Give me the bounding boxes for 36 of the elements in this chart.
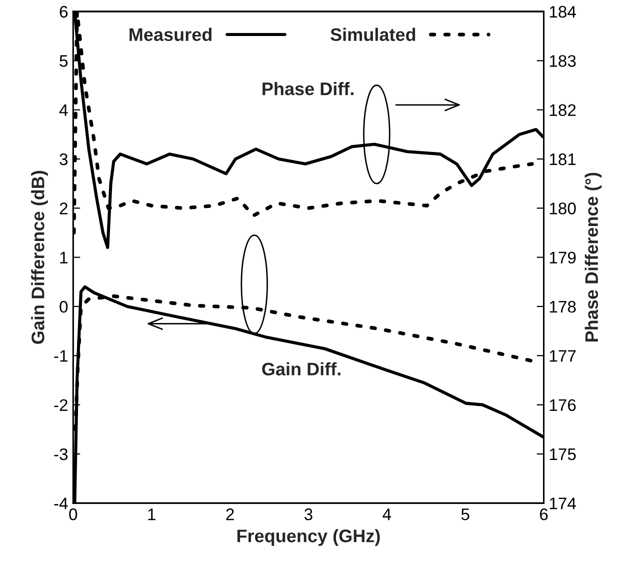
y-axis-title: Gain Difference (dB)	[31, 170, 48, 344]
y2-tick-label: 175	[550, 448, 576, 460]
legend-label: Measured	[130, 28, 212, 42]
annotation: Phase Diff.	[262, 82, 354, 96]
y-tick-label: -2	[54, 399, 68, 411]
y2-tick-label: 179	[550, 252, 576, 264]
y2-tick-label: 180	[550, 202, 576, 214]
x-tick-label: 6	[540, 508, 548, 520]
y2-tick-label: 177	[550, 350, 576, 362]
y-tick-label: 4	[59, 104, 68, 116]
y-tick-label: 1	[60, 252, 68, 264]
y-tick-label: -4	[54, 498, 68, 510]
x-tick-label: 3	[304, 508, 312, 520]
y2-tick-label: 174	[550, 498, 576, 510]
y2-tick-label: 178	[550, 300, 576, 313]
y-tick-label: 0	[60, 300, 68, 313]
x-tick-label: 0	[69, 508, 78, 520]
x-tick-label: 2	[226, 508, 234, 520]
y2-tick-label: 176	[550, 399, 576, 412]
y-tick-label: 3	[60, 153, 68, 166]
y-tick-label: -3	[54, 448, 68, 460]
y2-tick-label: 183	[550, 55, 576, 67]
y2-tick-label: 184	[550, 6, 576, 18]
y2-tick-label: 181	[550, 153, 576, 166]
x-tick-label: 1	[148, 508, 156, 520]
legend-label: Simulated	[330, 28, 416, 42]
y2-tick-label: 182	[550, 104, 576, 116]
y2-axis-title: Phase Difference (°)	[584, 172, 602, 342]
y-tick-label: 5	[60, 55, 68, 67]
annotation: Gain Diff.	[262, 362, 340, 376]
x-tick-label: 4	[382, 508, 392, 520]
y-tick-label: -1	[54, 350, 68, 362]
y-tick-label: 2	[60, 202, 68, 214]
x-axis-title: Frequency (GHz)	[237, 529, 380, 546]
y-tick-label: 6	[60, 6, 68, 18]
x-tick-label: 5	[461, 508, 470, 520]
